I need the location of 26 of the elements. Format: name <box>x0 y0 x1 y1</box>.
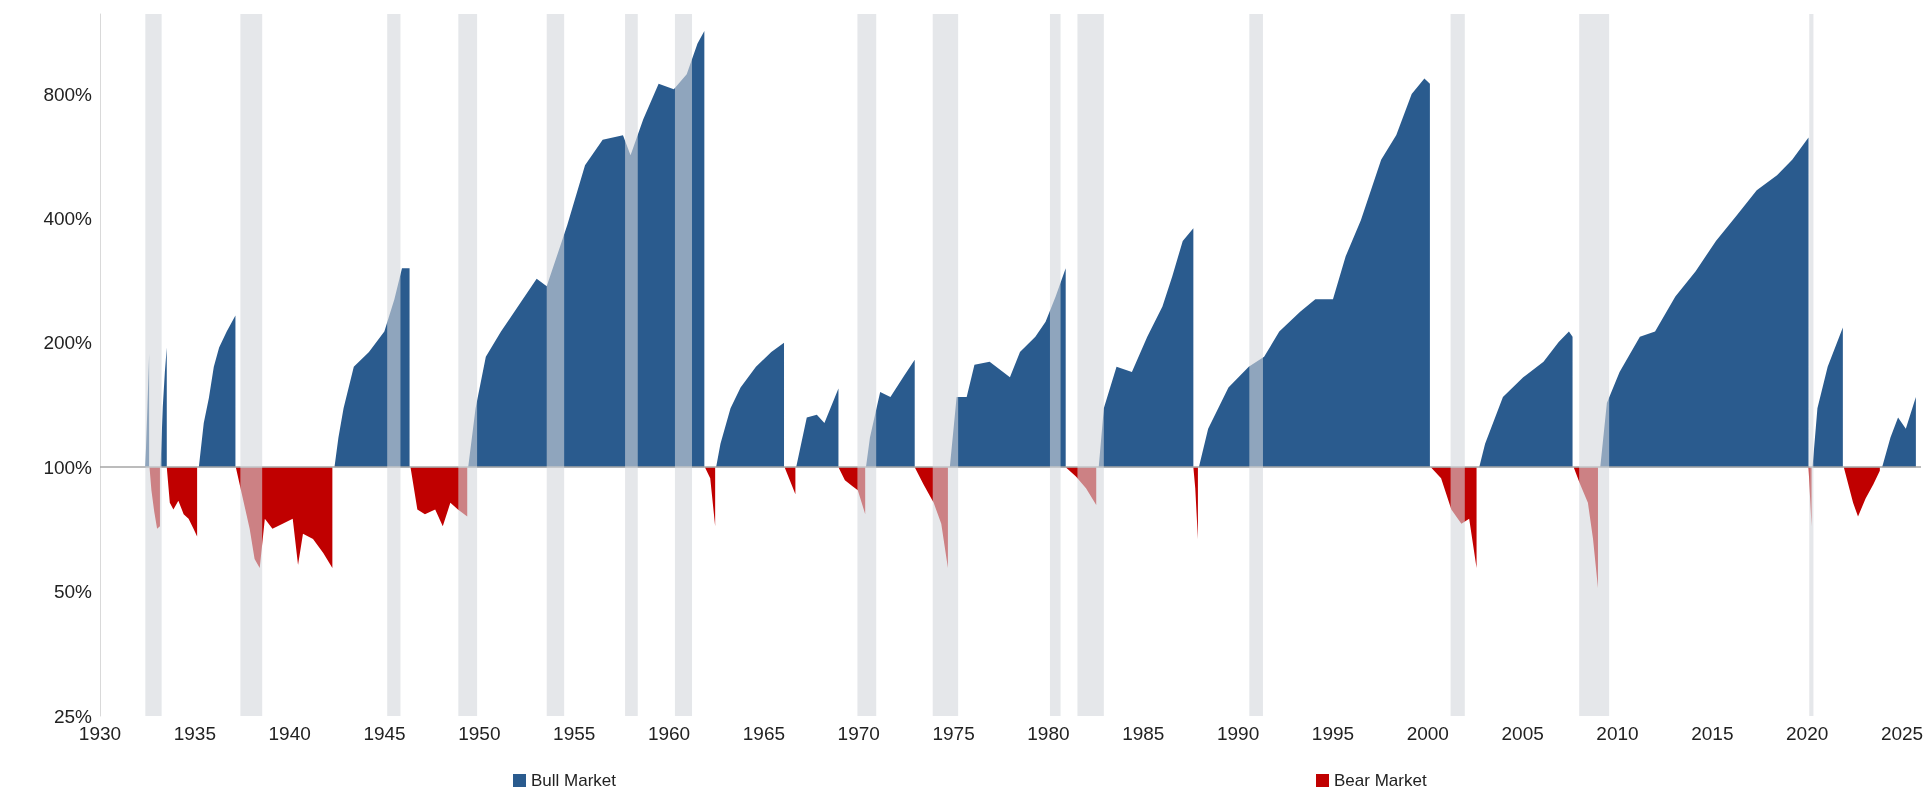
x-tick-label: 1945 <box>363 723 406 744</box>
x-tick-label: 2000 <box>1406 723 1449 744</box>
x-tick-label: 2025 <box>1880 723 1924 744</box>
x-tick-label: 1955 <box>553 723 596 744</box>
x-tick-label: 1975 <box>932 723 975 744</box>
x-tick-label: 1970 <box>837 723 880 744</box>
x-tick-label: 1985 <box>1122 723 1165 744</box>
y-tick-label: 100% <box>43 456 93 478</box>
legend-label: Bull Market <box>531 771 617 790</box>
y-tick-label: 50% <box>53 581 93 603</box>
x-tick-label: 1960 <box>647 723 691 744</box>
x-tick-label: 2015 <box>1691 723 1734 744</box>
legend-label: Bear Market <box>1334 771 1427 790</box>
x-tick-label: 1940 <box>268 723 311 744</box>
x-tick-label: 2005 <box>1501 723 1544 744</box>
x-tick-label: 1990 <box>1216 723 1260 744</box>
x-tick-label: 1950 <box>458 723 501 744</box>
x-tick-label: 1995 <box>1311 723 1355 744</box>
y-tick-label: 800% <box>43 83 93 105</box>
y-tick-label: 200% <box>43 332 93 354</box>
y-tick-label: 400% <box>43 207 93 229</box>
x-tick-label: 1965 <box>742 723 786 744</box>
x-tick-label: 1935 <box>173 723 216 744</box>
x-tick-label: 2010 <box>1596 723 1639 744</box>
x-tick-label: 1980 <box>1027 723 1070 744</box>
x-tick-label: 2020 <box>1786 723 1829 744</box>
